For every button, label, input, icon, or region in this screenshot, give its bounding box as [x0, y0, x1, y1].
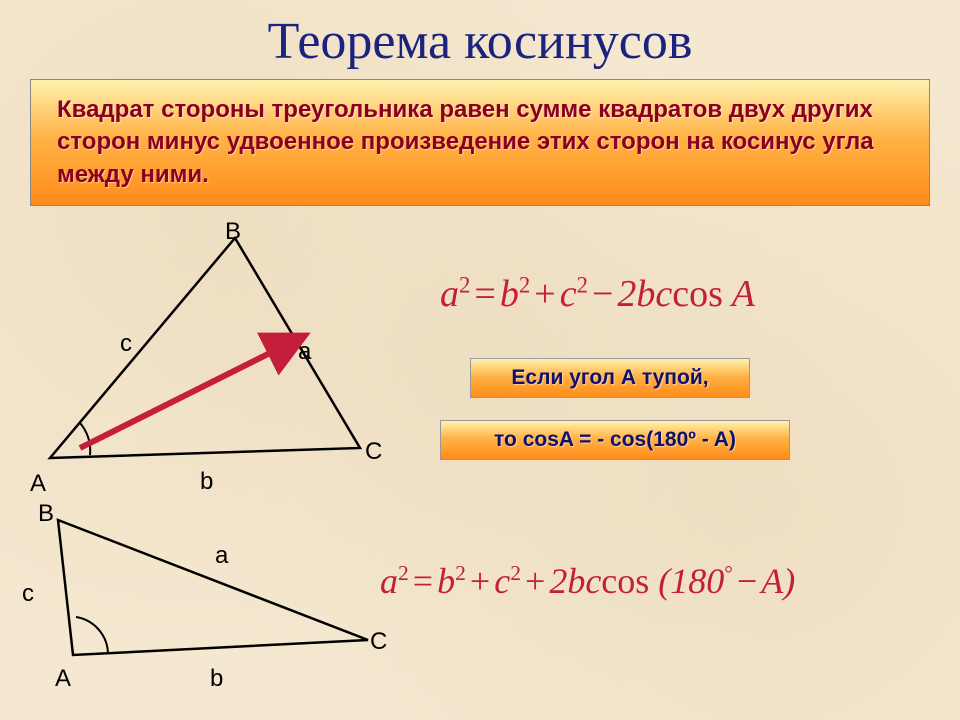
label-t1-C: C	[365, 438, 382, 466]
note-obtuse: Если угол А тупой,	[470, 358, 750, 398]
formula-1: a2=b2+c2−2bccos A	[440, 272, 755, 316]
label-t1-A: A	[30, 470, 46, 498]
triangle-2-shape	[58, 520, 368, 655]
label-t1-c: c	[120, 330, 132, 358]
label-t2-B: B	[38, 500, 54, 528]
label-t1-b: b	[200, 468, 213, 496]
label-t2-A: A	[55, 665, 71, 693]
triangle-1-shape	[50, 238, 360, 458]
label-t1-B: B	[225, 218, 241, 246]
label-t2-b: b	[210, 665, 223, 693]
label-t2-c: c	[22, 580, 34, 608]
arrow-1	[80, 338, 300, 448]
label-t2-C: C	[370, 628, 387, 656]
formula-2: a2=b2+c2+2bccos (180°−A)	[380, 560, 795, 602]
angle-arc-2	[76, 617, 108, 653]
label-t1-a: a	[298, 338, 311, 366]
page-title: Теорема косинусов	[0, 0, 960, 71]
triangle-1	[20, 218, 420, 498]
label-t2-a: a	[215, 542, 228, 570]
theorem-statement: Квадрат стороны треугольника равен сумме…	[30, 79, 930, 206]
note-cos-identity: то cosA = - cos(180º - A)	[440, 420, 790, 460]
